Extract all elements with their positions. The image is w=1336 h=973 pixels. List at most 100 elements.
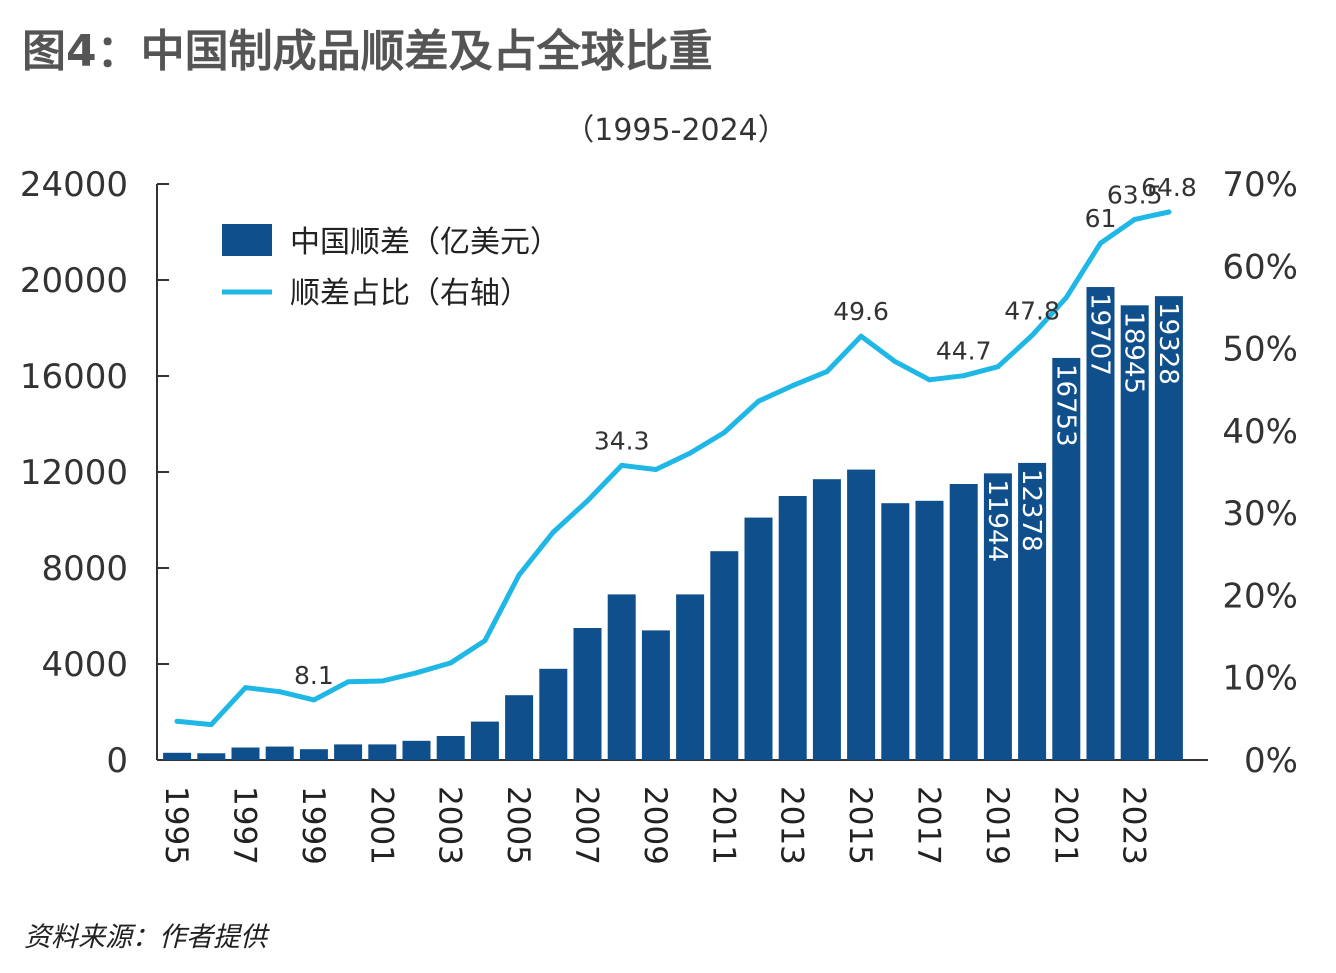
y-right-tick-label: 70%	[1222, 165, 1298, 205]
bar	[641, 630, 670, 760]
line-point	[550, 529, 556, 535]
bar	[983, 473, 1012, 760]
line-point	[311, 697, 317, 703]
line-point	[516, 572, 522, 578]
bar-value-label: 19707	[1085, 293, 1115, 376]
bar	[1154, 296, 1183, 760]
line-point	[1063, 295, 1069, 301]
x-tick-label: 2021	[1047, 786, 1083, 865]
bar	[265, 746, 294, 760]
source-note: 资料来源：作者提供	[24, 922, 270, 953]
x-tick-label: 2013	[774, 786, 810, 865]
line-point	[790, 383, 796, 389]
line-point	[858, 333, 864, 339]
bar	[505, 695, 534, 760]
bar-series	[163, 287, 1183, 760]
line-point	[345, 679, 351, 685]
x-tick-label: 2015	[842, 786, 878, 865]
y-left-tick-label: 16000	[20, 357, 128, 397]
bar	[847, 469, 876, 760]
x-tick-label: 1999	[295, 786, 331, 865]
line-point	[1098, 240, 1103, 246]
bar	[402, 740, 431, 760]
line-value-label: 8.1	[294, 661, 334, 690]
line-point	[653, 467, 659, 473]
line-point	[208, 722, 214, 728]
bar	[436, 736, 465, 760]
bar	[1086, 287, 1115, 760]
y-left-tick-label: 0	[106, 741, 128, 781]
y-right-tick-label: 30%	[1222, 494, 1298, 534]
line-point	[174, 718, 180, 724]
y-right-tick-label: 0%	[1244, 741, 1298, 781]
bar	[573, 628, 602, 760]
line-point	[277, 689, 283, 695]
line-series	[174, 209, 1172, 728]
chart-subtitle: （1995-2024）	[564, 113, 788, 148]
line-value-label: 44.7	[936, 337, 992, 366]
line-point	[756, 398, 761, 404]
bar	[676, 594, 705, 760]
bar	[744, 517, 773, 760]
bar	[163, 752, 192, 760]
bar	[197, 753, 226, 760]
bar-value-label: 11944	[982, 479, 1012, 562]
legend-label-line: 顺差占比（右轴）	[290, 276, 530, 311]
x-tick-label: 2017	[911, 786, 947, 865]
x-tick-label: 1995	[158, 786, 194, 865]
line-value-label: 61	[1085, 204, 1117, 233]
bar	[299, 749, 328, 760]
x-tick-label: 1997	[227, 786, 263, 865]
line-point	[892, 359, 898, 365]
bar-value-label: 18945	[1119, 311, 1149, 394]
bar-value-label: 16753	[1050, 364, 1080, 447]
chart-title: 图4：中国制成品顺差及占全球比重	[22, 26, 713, 77]
line-value-label: 63.5	[1107, 180, 1163, 209]
bar	[368, 744, 397, 760]
bar	[1120, 305, 1149, 760]
x-tick-label: 2009	[637, 786, 673, 865]
legend-bar-swatch	[222, 224, 272, 256]
y-right-tick-label: 60%	[1222, 247, 1298, 287]
x-tick-label: 2003	[432, 786, 468, 865]
axes: 0 4000 8000 12000 16000 20000 24000 0% 10% 20% 30%…	[20, 165, 1298, 865]
y-left-tick-label: 4000	[41, 645, 128, 685]
line-point	[243, 685, 248, 691]
y-left-tick-label: 8000	[41, 549, 128, 589]
x-tick-label: 2007	[569, 786, 605, 865]
line-point	[961, 373, 967, 379]
y-right-tick-label: 10%	[1222, 659, 1298, 699]
share-line	[174, 209, 1172, 728]
line-point	[414, 670, 419, 676]
line-point	[585, 498, 590, 504]
y-left-tick-label: 12000	[20, 453, 128, 493]
bar	[778, 496, 807, 760]
bar	[231, 747, 260, 760]
x-tick-label: 2005	[500, 786, 536, 865]
line-value-label: 34.3	[594, 426, 650, 455]
y-right-tick-label: 40%	[1222, 412, 1298, 452]
legend-label-bar: 中国顺差（亿美元）	[290, 225, 560, 260]
bar	[1018, 462, 1047, 760]
y-right-tick-label: 50%	[1222, 330, 1298, 370]
x-tick-label: 2001	[363, 786, 399, 865]
y-left-tick-label: 24000	[20, 165, 128, 205]
bar	[710, 551, 739, 760]
bar	[881, 503, 910, 760]
line-point	[482, 638, 488, 644]
bar	[1052, 357, 1081, 760]
line-point	[721, 430, 727, 436]
bar-value-label: 19328	[1153, 302, 1183, 385]
line-point	[824, 369, 830, 375]
line-point	[379, 678, 385, 684]
line-value-label: 64.8	[1141, 173, 1197, 202]
line-value-label: 49.6	[833, 297, 889, 326]
line-point	[1029, 332, 1035, 338]
bar	[607, 594, 636, 760]
line-point	[448, 660, 454, 666]
y-left-tick-label: 20000	[20, 261, 128, 301]
legend: 中国顺差（亿美元） 顺差占比（右轴）	[222, 224, 560, 311]
y-right-tick-label: 20%	[1222, 576, 1298, 616]
